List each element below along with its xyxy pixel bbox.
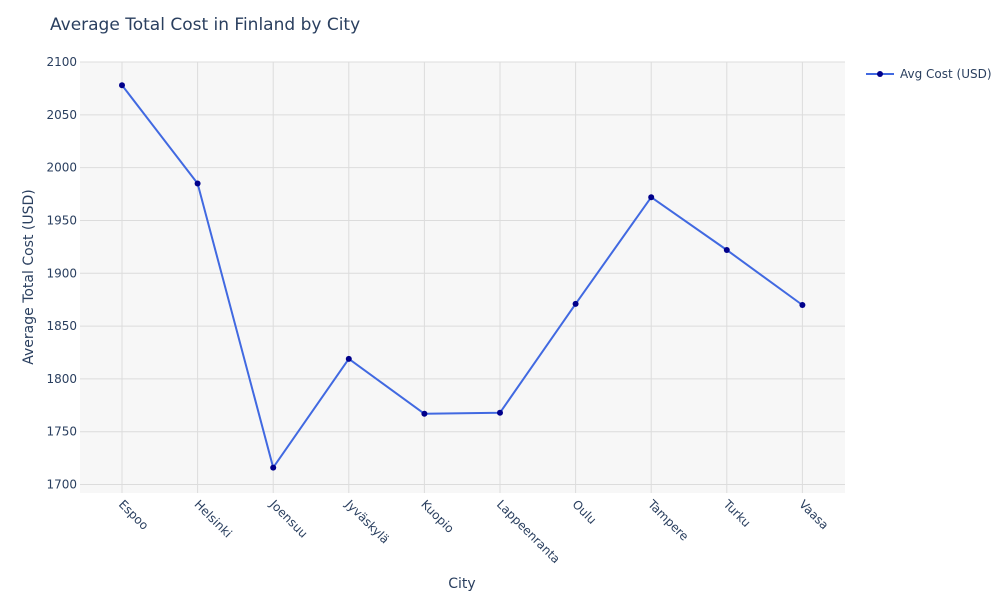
data-point[interactable]	[119, 82, 125, 89]
x-tick-label: Oulu	[569, 497, 599, 527]
data-point[interactable]	[648, 194, 655, 201]
plot-area	[80, 62, 845, 493]
y-tick-label: 2000	[46, 161, 77, 175]
legend-label: Avg Cost (USD)	[900, 67, 992, 81]
data-point[interactable]	[723, 247, 730, 254]
x-tick-label: Turku	[720, 497, 753, 530]
y-tick-label: 1900	[46, 266, 77, 280]
x-gridlines	[121, 62, 803, 493]
data-point[interactable]	[497, 409, 503, 416]
legend[interactable]: Avg Cost (USD)	[866, 67, 992, 81]
series-layer	[119, 82, 806, 471]
data-point[interactable]	[194, 180, 201, 187]
y-tick-labels: 1700 1750 1800 1850 1900 1950 2000 2050 2100	[46, 55, 77, 492]
y-tick-label: 1800	[46, 372, 77, 386]
x-tick-label: Helsinki	[191, 497, 234, 540]
chart-title: Average Total Cost in Finland by City	[50, 15, 360, 35]
data-point[interactable]	[799, 301, 806, 308]
y-tick-label: 2050	[46, 108, 77, 122]
series-line	[121, 84, 803, 469]
x-tick-label: Lappeenranta	[494, 497, 563, 566]
x-tick-label: Joensuu	[266, 497, 310, 541]
x-tick-label: Tampere	[644, 497, 691, 544]
y-tick-label: 1750	[46, 425, 77, 439]
data-point[interactable]	[345, 355, 352, 362]
x-tick-label: Kuopio	[418, 497, 457, 536]
x-tick-label: Jyväskylä	[342, 497, 392, 547]
y-tick-label: 2100	[46, 55, 77, 69]
legend-marker-swatch	[877, 71, 883, 77]
y-axis-title: Average Total Cost (USD)	[21, 189, 37, 365]
y-tick-label: 1950	[46, 213, 77, 227]
y-tick-label: 1700	[46, 478, 77, 492]
x-tick-label: Vaasa	[796, 497, 831, 532]
x-tick-labels: Espoo Helsinki Joensuu Jyväskylä Kuopio Lappe…	[116, 497, 831, 567]
data-point[interactable]	[421, 410, 428, 417]
x-axis-title: City	[448, 576, 475, 592]
x-tick-label: Espoo	[116, 497, 151, 532]
y-tick-label: 1850	[46, 319, 77, 333]
data-point[interactable]	[270, 464, 277, 471]
data-point[interactable]	[572, 300, 579, 307]
